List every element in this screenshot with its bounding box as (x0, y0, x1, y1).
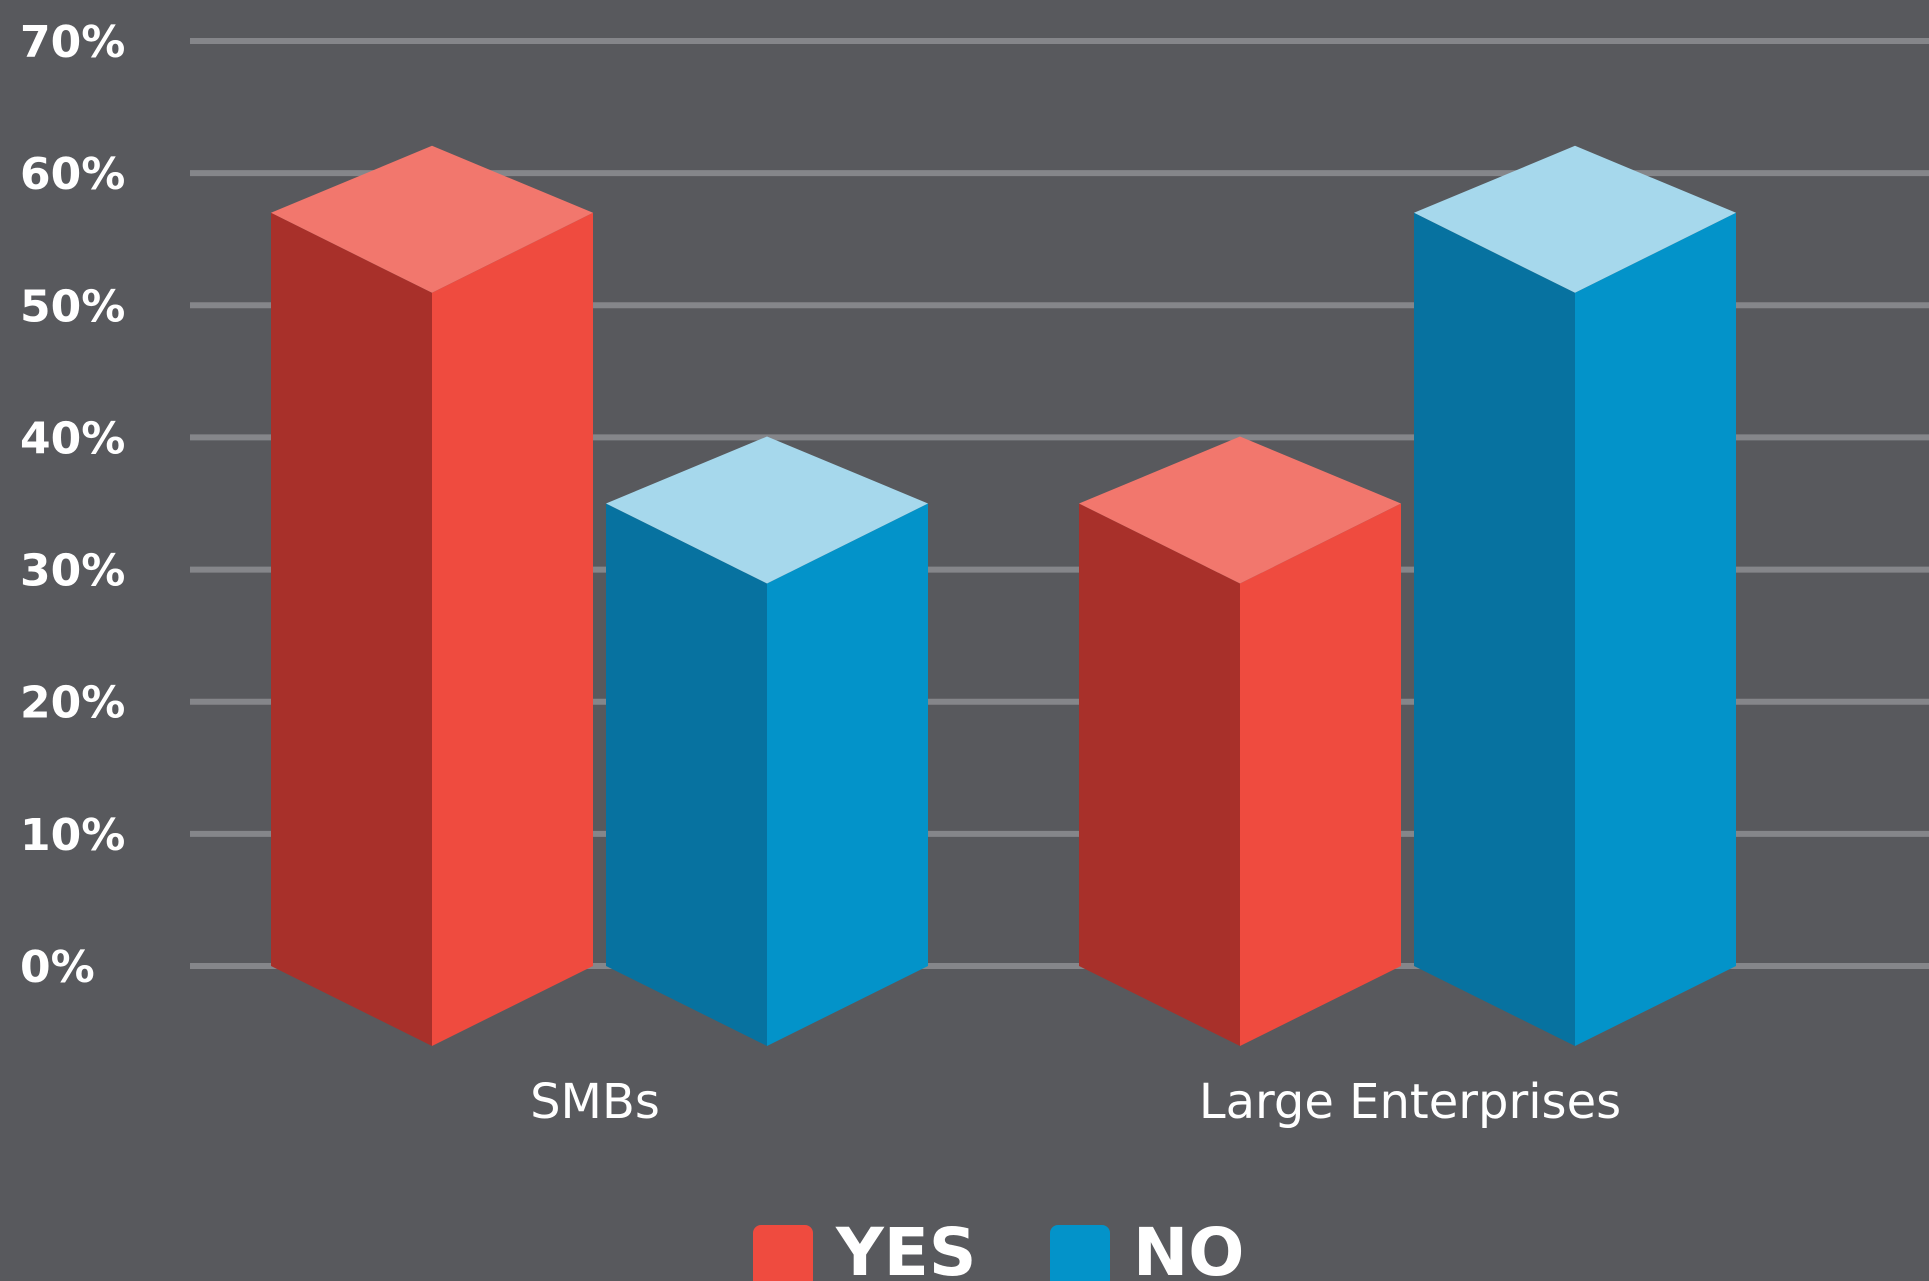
bars (271, 145, 1736, 1047)
bar-yes-0 (271, 145, 593, 1047)
legend-label: YES (835, 1214, 976, 1281)
bar-top-face (1079, 436, 1401, 584)
y-tick-label: 0% (20, 942, 95, 993)
legend-item-no: NO (1050, 1214, 1244, 1281)
bar-top-face (271, 145, 593, 293)
bar-right-face (432, 212, 593, 1047)
y-tick-label: 60% (20, 149, 125, 200)
y-axis-ticks: 0% 10% 20% 30% 40% 50% 60% 70% (20, 17, 125, 993)
bar-yes-1 (1079, 436, 1401, 1046)
y-tick-label: 70% (20, 17, 125, 68)
legend: YES NO (753, 1214, 1244, 1281)
legend-label: NO (1133, 1214, 1244, 1281)
bar-no-0 (606, 436, 928, 1046)
bar-left-face (1079, 503, 1240, 1046)
bar-right-face (1575, 212, 1736, 1047)
y-tick-label: 50% (20, 281, 125, 332)
legend-swatch (1050, 1225, 1110, 1281)
legend-swatch (753, 1225, 813, 1281)
bar-left-face (1414, 212, 1575, 1047)
category-label: SMBs (530, 1074, 660, 1130)
bar-no-1 (1414, 145, 1736, 1047)
category-labels: SMBs Large Enterprises (530, 1074, 1621, 1130)
bar-right-face (1240, 503, 1401, 1046)
bar-left-face (271, 212, 432, 1047)
y-tick-label: 40% (20, 413, 125, 464)
y-tick-label: 30% (20, 546, 125, 597)
bar-left-face (606, 503, 767, 1046)
y-tick-label: 20% (20, 678, 125, 729)
bar-top-face (1414, 145, 1736, 293)
y-tick-label: 10% (20, 810, 125, 861)
legend-item-yes: YES (753, 1214, 976, 1281)
bar-right-face (767, 503, 928, 1046)
bar-top-face (606, 436, 928, 584)
category-label: Large Enterprises (1199, 1074, 1621, 1130)
